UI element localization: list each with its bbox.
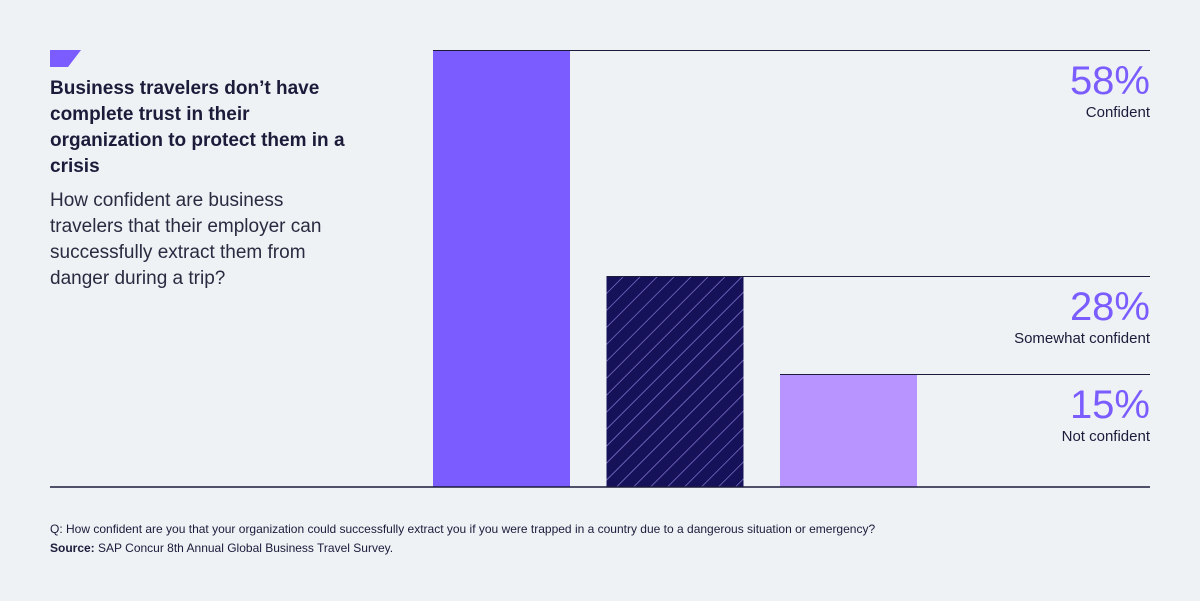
bar-somewhat-confident	[606, 276, 744, 487]
category-label: Somewhat confident	[1014, 330, 1151, 347]
value-label: 58%	[1070, 59, 1150, 103]
chart-subtitle: How confident are business travelers tha…	[50, 190, 322, 289]
survey-question: Q: How confident are you that your organ…	[50, 522, 876, 536]
value-label: 28%	[1070, 285, 1150, 329]
value-label: 15%	[1070, 383, 1150, 427]
source-line: Source: SAP Concur 8th Annual Global Bus…	[50, 539, 1150, 558]
footnote: Q: How confident are you that your organ…	[50, 520, 1150, 558]
source-label: Source:	[50, 541, 95, 555]
chart-title: Business travelers don’t have complete t…	[50, 78, 345, 177]
category-label: Not confident	[1062, 428, 1151, 445]
bar-not-confident	[780, 373, 917, 487]
source-text: SAP Concur 8th Annual Global Business Tr…	[94, 541, 394, 555]
bar-confident	[433, 50, 570, 487]
brand-parallelogram-icon	[50, 50, 81, 67]
category-label: Confident	[1086, 104, 1151, 121]
